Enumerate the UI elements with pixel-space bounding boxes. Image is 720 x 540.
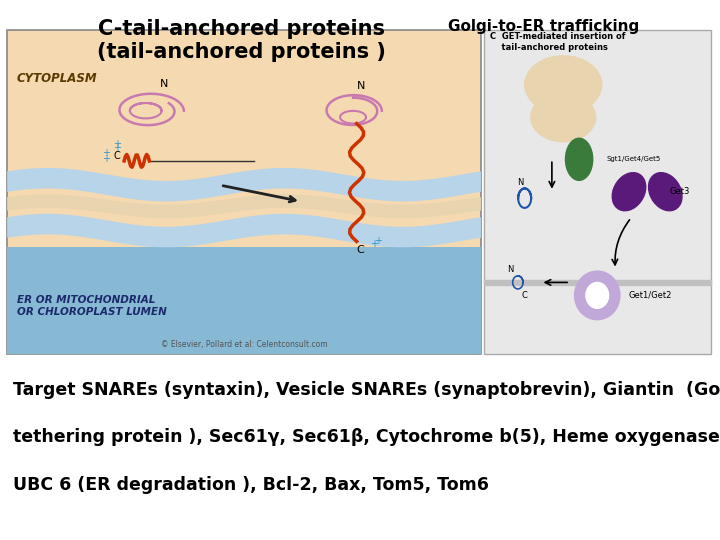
Text: +: + <box>102 147 110 158</box>
Text: N: N <box>518 178 524 187</box>
Text: N: N <box>356 81 365 91</box>
Circle shape <box>525 56 602 113</box>
Text: +: + <box>102 154 110 164</box>
Polygon shape <box>7 214 481 247</box>
Bar <box>7 247 481 354</box>
Text: +: + <box>374 235 382 246</box>
Ellipse shape <box>649 173 682 211</box>
Text: C  GET-mediated insertion of
    tail-anchored proteins: C GET-mediated insertion of tail-anchore… <box>490 32 625 52</box>
Text: CYTOPLASM: CYTOPLASM <box>17 72 97 85</box>
Bar <box>7 30 481 354</box>
Polygon shape <box>7 168 481 201</box>
Ellipse shape <box>586 282 608 308</box>
Ellipse shape <box>612 173 646 211</box>
Ellipse shape <box>575 271 620 320</box>
Text: Golgi-to-ER trafficking: Golgi-to-ER trafficking <box>448 19 639 34</box>
Text: Sgt1/Get4/Get5: Sgt1/Get4/Get5 <box>606 156 660 163</box>
Text: tethering protein ), Sec61γ, Sec61β, Cytochrome b(5), Heme oxygenase I and II,: tethering protein ), Sec61γ, Sec61β, Cyt… <box>13 428 720 446</box>
Text: N: N <box>507 265 513 274</box>
Circle shape <box>531 93 595 141</box>
Text: +: + <box>369 239 377 249</box>
Text: C: C <box>521 291 527 300</box>
Bar <box>484 30 711 354</box>
Text: Target SNAREs (syntaxin), Vesicle SNAREs (synaptobrevin), Giantin  (Golgi: Target SNAREs (syntaxin), Vesicle SNAREs… <box>13 381 720 399</box>
Text: UBC 6 (ER degradation ), Bcl-2, Bax, Tom5, Tom6: UBC 6 (ER degradation ), Bcl-2, Bax, Tom… <box>13 476 489 494</box>
Text: © Elsevier, Pollard et al: Celentconsult.com: © Elsevier, Pollard et al: Celentconsult… <box>161 340 328 349</box>
Text: N: N <box>160 79 168 89</box>
Text: +: + <box>113 139 121 150</box>
Text: ER OR MITOCHONDRIAL
OR CHLOROPLAST LUMEN: ER OR MITOCHONDRIAL OR CHLOROPLAST LUMEN <box>17 295 166 317</box>
Text: C-tail-anchored proteins
(tail-anchored proteins ): C-tail-anchored proteins (tail-anchored … <box>96 19 386 62</box>
Text: C: C <box>113 151 120 161</box>
Bar <box>484 280 711 285</box>
Ellipse shape <box>565 138 593 180</box>
Polygon shape <box>7 194 481 218</box>
Text: Get1/Get2: Get1/Get2 <box>629 291 672 300</box>
Text: Get3: Get3 <box>670 187 690 196</box>
Text: +: + <box>113 143 121 153</box>
Text: C: C <box>356 245 364 255</box>
